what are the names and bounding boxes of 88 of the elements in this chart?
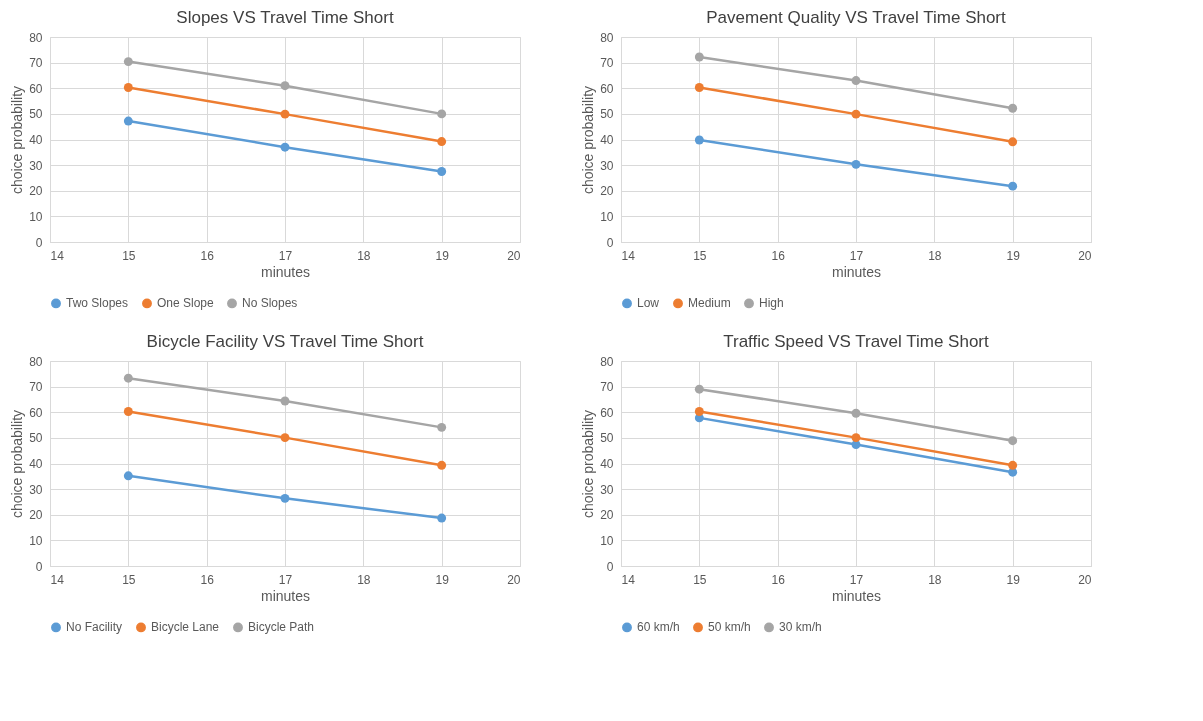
y-tick-label: 70 (29, 56, 43, 71)
x-tick-label: 16 (200, 572, 215, 587)
x-tick-label: 18 (928, 248, 942, 263)
x-tick-label: 20 (1078, 572, 1092, 587)
x-axis-title: minutes (260, 263, 311, 280)
y-tick-label: 50 (600, 107, 614, 122)
x-tick-label: 15 (122, 248, 136, 263)
x-tick-label: 18 (357, 572, 371, 587)
y-tick-label: 80 (29, 30, 43, 45)
y-tick-label: 70 (600, 56, 614, 71)
x-tick-label: 20 (507, 248, 521, 263)
y-tick-label: 80 (600, 30, 614, 45)
x-tick-label: 14 (621, 572, 636, 587)
y-tick-label: 30 (600, 482, 614, 497)
legend-label: Medium (688, 296, 731, 311)
y-tick-label: 60 (600, 405, 614, 420)
y-tick-label: 60 (29, 81, 43, 96)
y-tick-label: 40 (600, 457, 614, 471)
x-tick-label: 18 (357, 248, 371, 263)
x-tick-label: 15 (122, 572, 136, 587)
chart-title: Pavement Quality VS Travel Time Short (706, 8, 1007, 27)
y-tick-label: 80 (600, 354, 614, 369)
y-tick-label: 70 (29, 380, 43, 395)
x-axis-title: minutes (831, 263, 882, 280)
y-tick-label: 10 (29, 533, 43, 548)
y-tick-label: 40 (29, 457, 43, 471)
x-tick-label: 18 (928, 572, 942, 587)
legend-label: Bicycle Path (248, 620, 315, 635)
y-tick-label: 60 (600, 81, 614, 96)
x-tick-label: 20 (1078, 248, 1092, 263)
x-tick-label: 17 (849, 572, 864, 587)
y-axis-title: choice probability (9, 409, 26, 519)
y-tick-label: 70 (600, 380, 614, 395)
x-tick-label: 20 (507, 572, 521, 587)
legend-label: No Facility (66, 620, 123, 635)
y-tick-label: 0 (606, 235, 614, 250)
y-tick-label: 50 (29, 107, 43, 122)
x-tick-label: 14 (50, 572, 65, 587)
y-tick-label: 0 (606, 559, 614, 574)
y-tick-label: 30 (29, 158, 43, 173)
x-axis-title: minutes (260, 587, 311, 604)
y-tick-label: 30 (600, 158, 614, 173)
legend-label: 30 km/h (779, 620, 822, 635)
x-tick-label: 15 (693, 572, 707, 587)
chart-title: Traffic Speed VS Travel Time Short (723, 332, 990, 351)
legend-label: 60 km/h (637, 620, 680, 635)
y-axis-title: choice probability (9, 85, 26, 195)
y-tick-label: 10 (600, 533, 614, 548)
x-tick-label: 15 (693, 248, 707, 263)
y-axis-title: choice probability (580, 85, 597, 195)
chart-title: Bicycle Facility VS Travel Time Short (146, 332, 424, 351)
legend-label: No Slopes (242, 296, 298, 311)
legend-label: One Slope (157, 296, 215, 311)
y-tick-label: 50 (29, 431, 43, 446)
x-tick-label: 16 (771, 248, 786, 263)
y-tick-label: 0 (35, 559, 43, 574)
legend-label: High (759, 296, 784, 311)
y-axis-title: choice probability (580, 409, 597, 519)
y-tick-label: 80 (29, 354, 43, 369)
x-tick-label: 16 (771, 572, 786, 587)
y-tick-label: 10 (600, 209, 614, 224)
legend-label: 50 km/h (708, 620, 751, 635)
y-tick-label: 60 (29, 405, 43, 420)
x-tick-label: 17 (278, 248, 293, 263)
legend-label: Two Slopes (66, 296, 129, 311)
y-tick-label: 20 (600, 184, 614, 199)
x-axis-title: minutes (831, 587, 882, 604)
x-tick-label: 14 (621, 248, 636, 263)
y-tick-label: 20 (600, 508, 614, 523)
legend-label: Bicycle Lane (151, 620, 220, 635)
y-tick-label: 40 (600, 133, 614, 147)
legend-label: Low (637, 296, 660, 311)
x-tick-label: 14 (50, 248, 65, 263)
x-tick-label: 19 (435, 248, 450, 263)
x-tick-label: 17 (849, 248, 864, 263)
y-tick-label: 0 (35, 235, 43, 250)
y-tick-label: 20 (29, 508, 43, 523)
y-tick-label: 20 (29, 184, 43, 199)
y-tick-label: 40 (29, 133, 43, 147)
x-tick-label: 19 (435, 572, 450, 587)
chart-title: Slopes VS Travel Time Short (176, 8, 394, 27)
y-tick-label: 50 (600, 431, 614, 446)
x-tick-label: 17 (278, 572, 293, 587)
y-tick-label: 30 (29, 482, 43, 497)
x-tick-label: 16 (200, 248, 215, 263)
y-tick-label: 10 (29, 209, 43, 224)
x-tick-label: 19 (1006, 248, 1021, 263)
x-tick-label: 19 (1006, 572, 1021, 587)
